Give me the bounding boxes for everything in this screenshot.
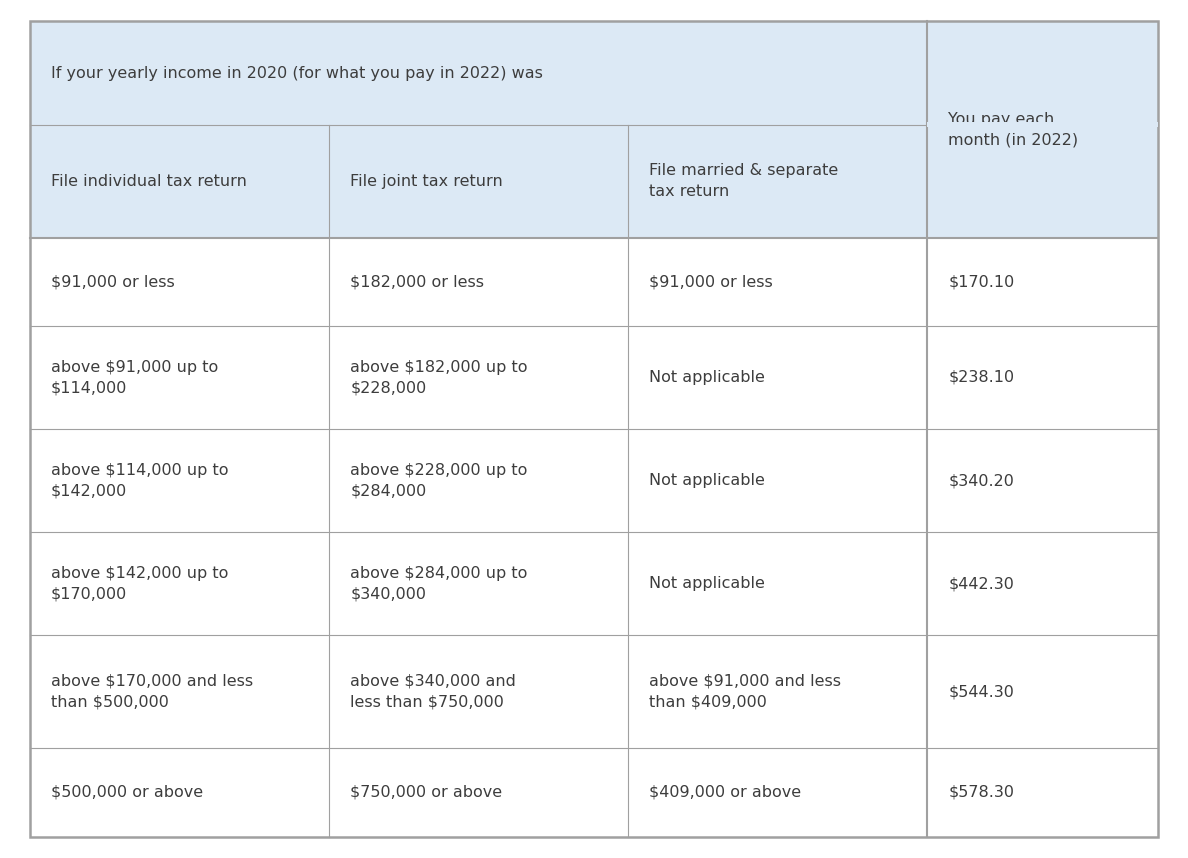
Bar bbox=[627, 635, 927, 748]
Bar bbox=[927, 429, 1158, 532]
Bar bbox=[30, 748, 329, 837]
Text: above $340,000 and
less than $750,000: above $340,000 and less than $750,000 bbox=[350, 674, 516, 710]
Text: $500,000 or above: $500,000 or above bbox=[51, 785, 203, 800]
Bar bbox=[627, 238, 927, 326]
Text: $442.30: $442.30 bbox=[948, 577, 1015, 591]
Bar bbox=[927, 532, 1158, 635]
Bar bbox=[329, 238, 627, 326]
Text: $182,000 or less: $182,000 or less bbox=[350, 275, 485, 289]
Text: Not applicable: Not applicable bbox=[649, 370, 765, 385]
Bar bbox=[927, 748, 1158, 837]
Text: File joint tax return: File joint tax return bbox=[350, 173, 503, 189]
Text: above $114,000 up to
$142,000: above $114,000 up to $142,000 bbox=[51, 462, 228, 498]
Text: above $91,000 and less
than $409,000: above $91,000 and less than $409,000 bbox=[649, 674, 841, 710]
Text: $91,000 or less: $91,000 or less bbox=[51, 275, 175, 289]
Bar bbox=[329, 532, 627, 635]
Bar bbox=[329, 748, 627, 837]
Text: $340.20: $340.20 bbox=[948, 473, 1015, 488]
Text: above $182,000 up to
$228,000: above $182,000 up to $228,000 bbox=[350, 360, 527, 396]
Bar bbox=[329, 326, 627, 429]
Bar bbox=[927, 122, 1158, 127]
Text: File married & separate
tax return: File married & separate tax return bbox=[649, 163, 839, 199]
Bar bbox=[627, 124, 927, 238]
Bar bbox=[30, 429, 329, 532]
Text: above $142,000 up to
$170,000: above $142,000 up to $170,000 bbox=[51, 566, 228, 601]
Text: You pay each
month (in 2022): You pay each month (in 2022) bbox=[948, 112, 1079, 148]
Text: $750,000 or above: $750,000 or above bbox=[350, 785, 503, 800]
Bar bbox=[30, 326, 329, 429]
Text: $238.10: $238.10 bbox=[948, 370, 1015, 385]
Text: If your yearly income in 2020 (for what you pay in 2022) was: If your yearly income in 2020 (for what … bbox=[51, 65, 543, 81]
Text: $91,000 or less: $91,000 or less bbox=[649, 275, 773, 289]
Text: above $284,000 up to
$340,000: above $284,000 up to $340,000 bbox=[350, 566, 527, 601]
Bar bbox=[627, 532, 927, 635]
Bar bbox=[30, 532, 329, 635]
Bar bbox=[627, 326, 927, 429]
Bar bbox=[30, 635, 329, 748]
Bar bbox=[30, 21, 927, 124]
Text: above $228,000 up to
$284,000: above $228,000 up to $284,000 bbox=[350, 462, 527, 498]
Bar bbox=[927, 21, 1158, 238]
Text: File individual tax return: File individual tax return bbox=[51, 173, 247, 189]
Bar bbox=[627, 429, 927, 532]
Bar bbox=[30, 124, 329, 238]
Text: $409,000 or above: $409,000 or above bbox=[649, 785, 802, 800]
Bar bbox=[927, 326, 1158, 429]
Bar bbox=[329, 429, 627, 532]
Bar bbox=[627, 748, 927, 837]
Text: Not applicable: Not applicable bbox=[649, 577, 765, 591]
Bar bbox=[30, 238, 329, 326]
Text: $544.30: $544.30 bbox=[948, 684, 1015, 699]
Text: above $170,000 and less
than $500,000: above $170,000 and less than $500,000 bbox=[51, 674, 253, 710]
Text: Not applicable: Not applicable bbox=[649, 473, 765, 488]
Bar bbox=[329, 124, 627, 238]
Bar bbox=[927, 238, 1158, 326]
Text: $170.10: $170.10 bbox=[948, 275, 1015, 289]
Text: above $91,000 up to
$114,000: above $91,000 up to $114,000 bbox=[51, 360, 219, 396]
Bar bbox=[329, 635, 627, 748]
Bar bbox=[927, 635, 1158, 748]
Text: $578.30: $578.30 bbox=[948, 785, 1015, 800]
